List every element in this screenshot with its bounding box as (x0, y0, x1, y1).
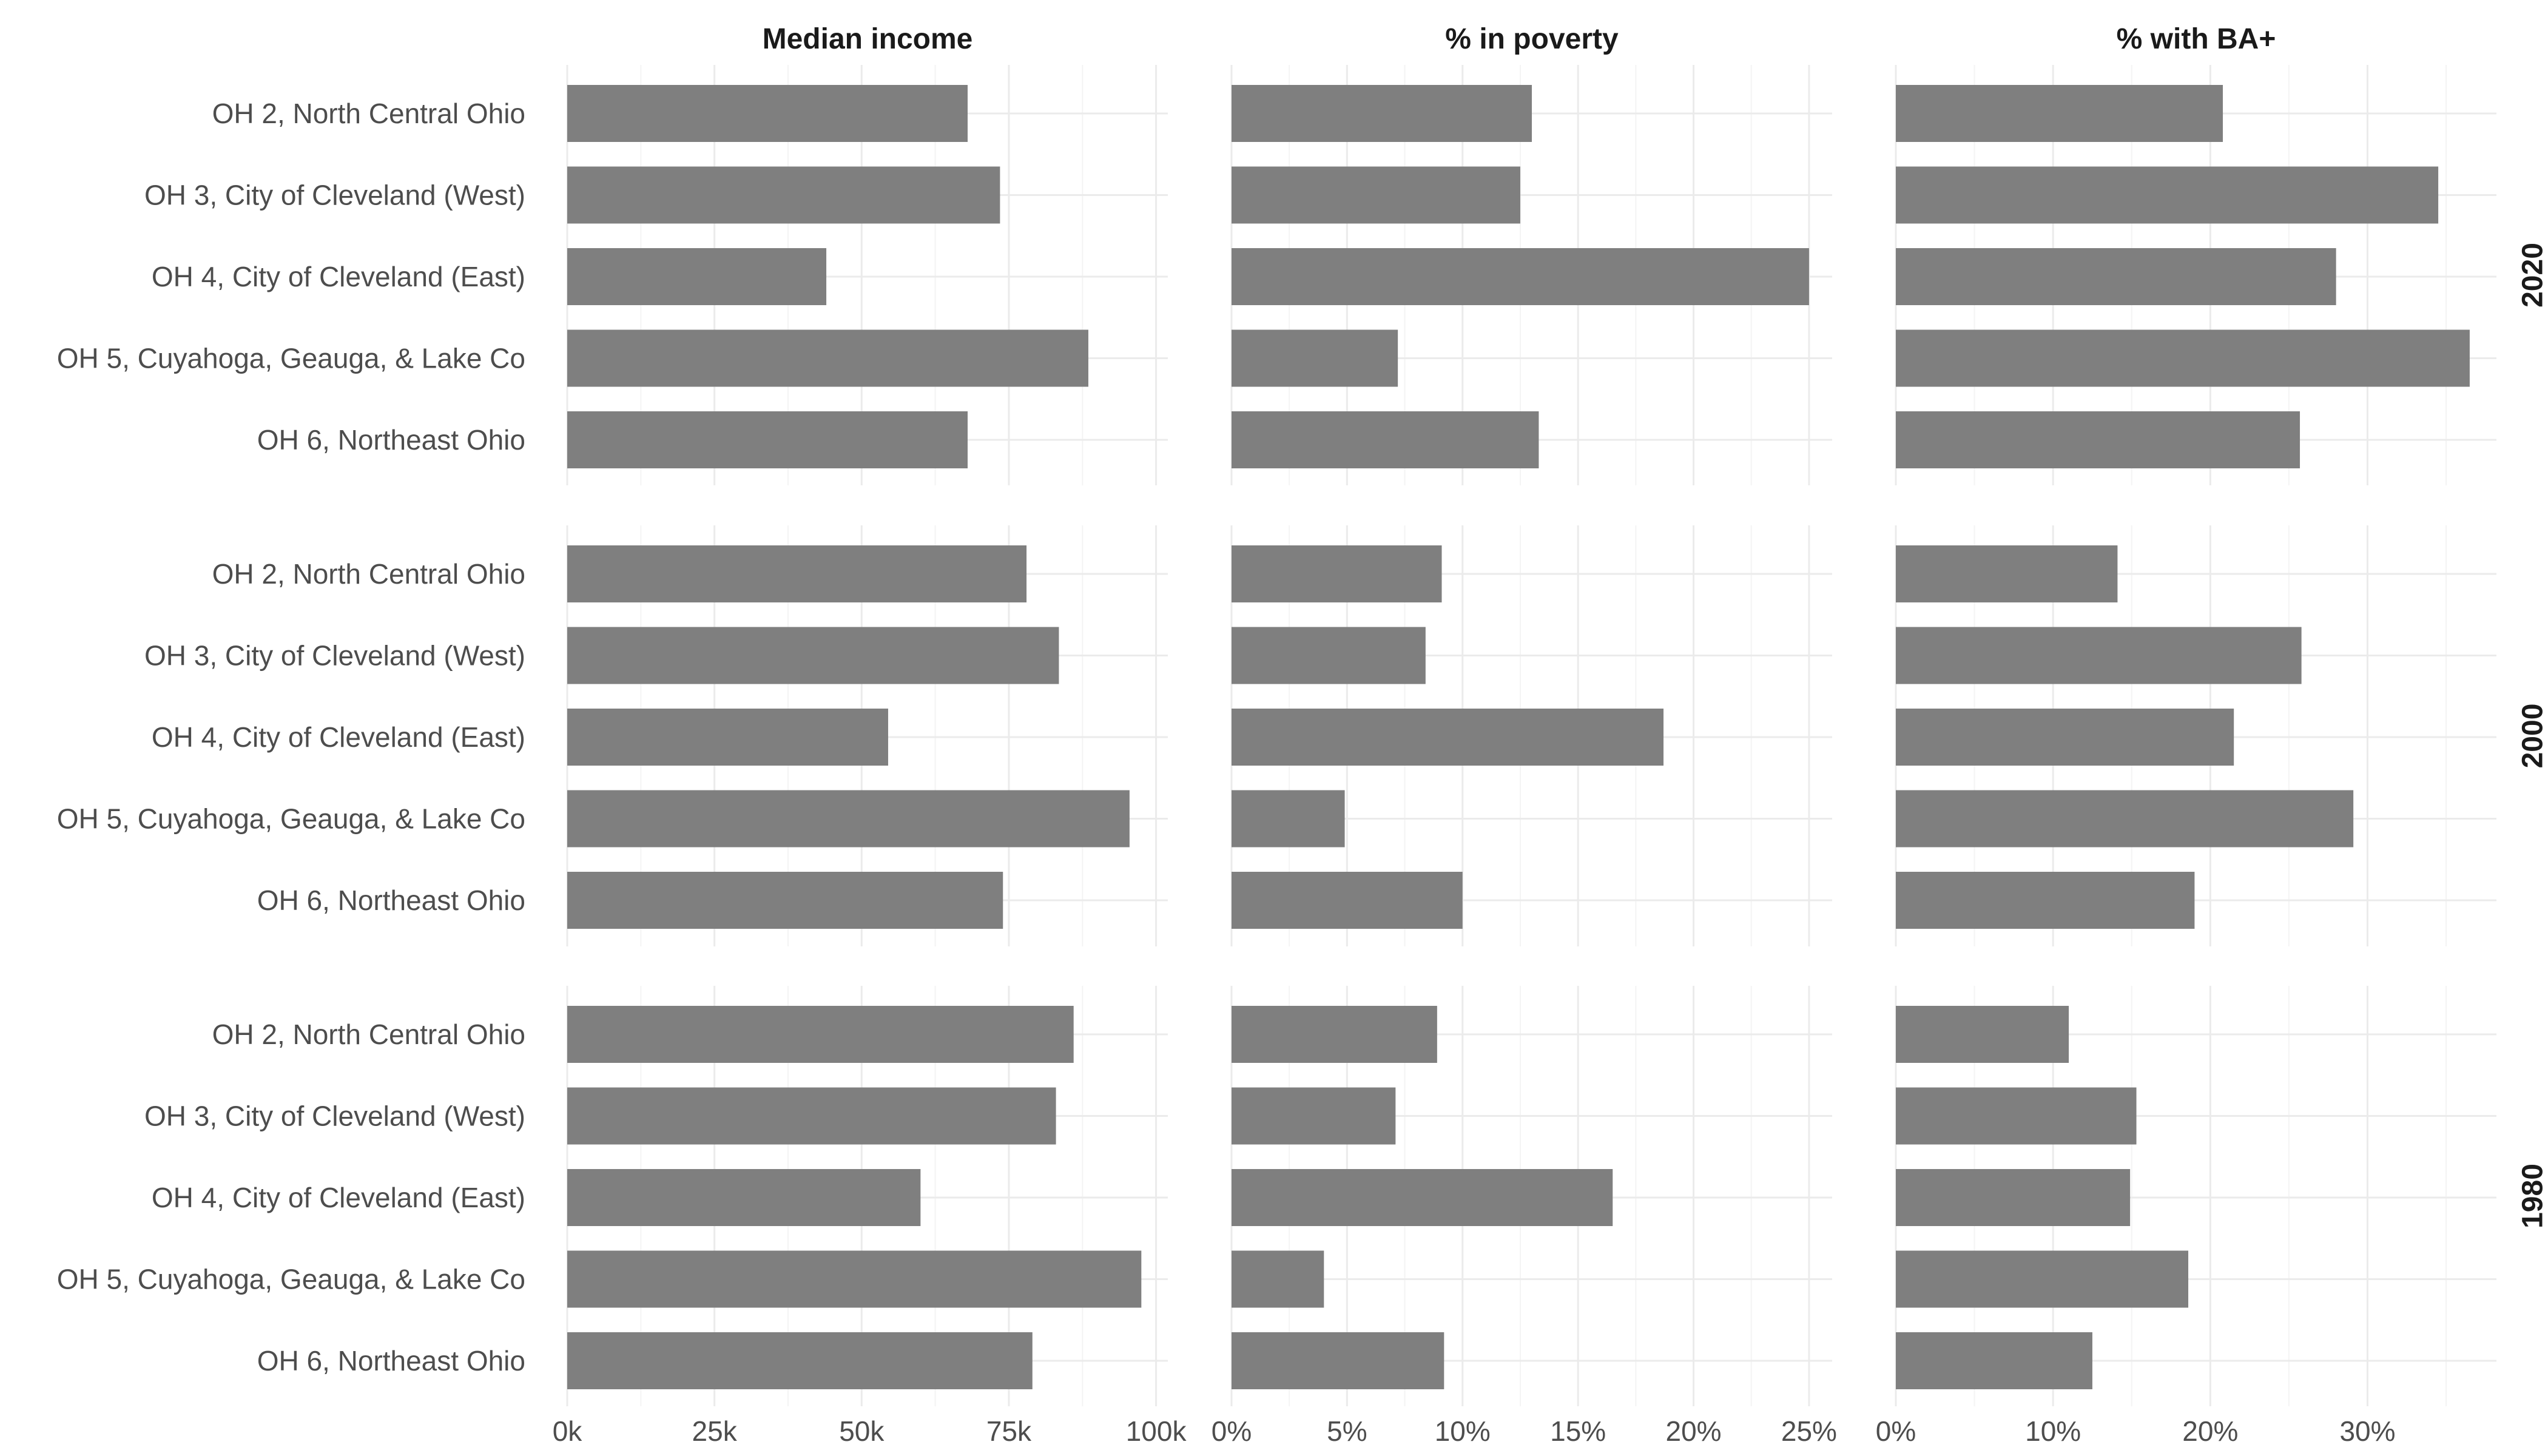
bar (1896, 790, 2354, 848)
bar (1896, 329, 2470, 387)
bar (1896, 1250, 2189, 1308)
bar (567, 166, 1000, 224)
category-label: OH 5, Cuyahoga, Geauga, & Lake Co (57, 343, 525, 374)
x-tick-label: 50k (839, 1415, 885, 1447)
category-label: OH 4, City of Cleveland (East) (152, 1182, 525, 1213)
bar (1896, 1332, 2092, 1389)
bar (567, 1087, 1056, 1145)
bar (567, 709, 888, 766)
bar (1896, 1087, 2137, 1145)
bar (1896, 411, 2300, 468)
x-tick-label: 0% (1212, 1415, 1252, 1447)
bar (1896, 85, 2223, 142)
bar (1232, 790, 1345, 848)
bar (1232, 85, 1532, 142)
category-label: OH 3, City of Cleveland (West) (144, 1100, 525, 1132)
bar (1896, 248, 2336, 305)
bar (1232, 329, 1398, 387)
category-label: OH 6, Northeast Ohio (257, 1345, 525, 1377)
category-label: OH 5, Cuyahoga, Geauga, & Lake Co (57, 1264, 525, 1295)
x-tick-label: 25% (1781, 1415, 1837, 1447)
bar (567, 1169, 921, 1226)
column-title: Median income (763, 23, 973, 55)
bar (567, 790, 1130, 848)
category-label: OH 4, City of Cleveland (East) (152, 721, 525, 753)
x-tick-label: 0k (553, 1415, 583, 1447)
bar (1232, 1332, 1444, 1389)
x-tick-label: 75k (986, 1415, 1032, 1447)
bar (1232, 166, 1520, 224)
bar (1232, 545, 1442, 602)
bars-layer (567, 85, 2470, 1389)
bar (1232, 1169, 1613, 1226)
bar (1232, 1250, 1324, 1308)
x-tick-label: 20% (1665, 1415, 1721, 1447)
bar (567, 248, 827, 305)
bar (1896, 627, 2302, 684)
row-strip-label: 2000 (2517, 704, 2548, 769)
bar (1896, 545, 2118, 602)
bar (1232, 248, 1809, 305)
row-strip-label: 1980 (2517, 1164, 2548, 1228)
category-label: OH 2, North Central Ohio (212, 558, 525, 590)
bar (1896, 872, 2195, 929)
category-label: OH 2, North Central Ohio (212, 98, 525, 129)
bar (1896, 1006, 2069, 1063)
bar (567, 627, 1059, 684)
x-tick-label: 5% (1327, 1415, 1367, 1447)
bar (1896, 1169, 2131, 1226)
bar (567, 411, 968, 468)
x-tick-label: 25k (692, 1415, 738, 1447)
bar (1896, 709, 2234, 766)
bar (1232, 709, 1664, 766)
row-strip-label: 2020 (2517, 243, 2548, 308)
category-label: OH 6, Northeast Ohio (257, 885, 525, 916)
bar (1232, 411, 1539, 468)
bar (567, 85, 968, 142)
bar (567, 1332, 1033, 1389)
x-tick-label: 10% (1435, 1415, 1491, 1447)
labels-layer: OH 2, North Central Ohio OH 3, City of Cl… (57, 23, 2548, 1447)
x-tick-label: 20% (2182, 1415, 2238, 1447)
column-title: % in poverty (1445, 23, 1619, 55)
bar (567, 329, 1088, 387)
x-tick-label: 30% (2339, 1415, 2395, 1447)
x-tick-label: 15% (1550, 1415, 1606, 1447)
category-label: OH 6, Northeast Ohio (257, 424, 525, 456)
bar (567, 1006, 1074, 1063)
bar (567, 545, 1027, 602)
column-title: % with BA+ (2117, 23, 2276, 55)
x-tick-label: 0% (1876, 1415, 1916, 1447)
bar (1232, 1087, 1396, 1145)
bar (1232, 872, 1463, 929)
bar (1232, 1006, 1437, 1063)
x-tick-label: 10% (2025, 1415, 2081, 1447)
category-label: OH 2, North Central Ohio (212, 1019, 525, 1050)
bar (567, 1250, 1142, 1308)
bar (567, 872, 1003, 929)
x-tick-label: 100k (1126, 1415, 1187, 1447)
category-label: OH 3, City of Cleveland (West) (144, 640, 525, 672)
category-label: OH 3, City of Cleveland (West) (144, 180, 525, 211)
bar (1232, 627, 1426, 684)
category-label: OH 5, Cuyahoga, Geauga, & Lake Co (57, 803, 525, 835)
bar (1896, 166, 2439, 224)
category-label: OH 4, City of Cleveland (East) (152, 261, 525, 292)
